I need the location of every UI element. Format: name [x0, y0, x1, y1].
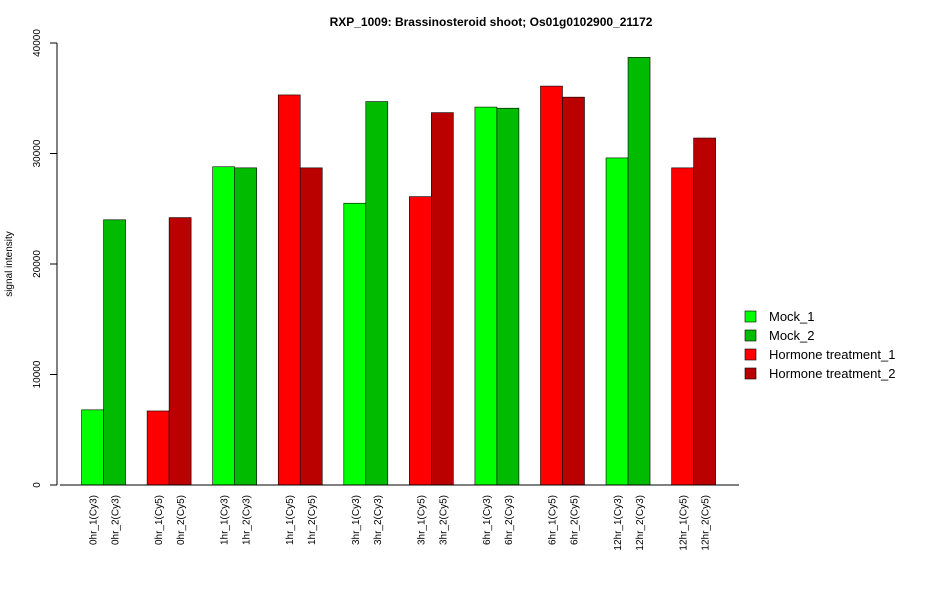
y-tick-label: 40000: [32, 29, 43, 57]
x-tick-label: 12hr_1(Cy3): [613, 495, 624, 551]
y-tick-label: 10000: [32, 360, 43, 388]
legend-label: Mock_1: [769, 309, 815, 324]
x-tick-label: 0hr_2(Cy3): [111, 495, 122, 545]
bar: [693, 137, 716, 486]
x-tick-label: 6hr_2(Cy5): [569, 495, 580, 545]
x-tick-label: 0hr_2(Cy5): [176, 495, 187, 545]
bar: [540, 85, 563, 486]
bar: [299, 167, 323, 486]
x-tick-label: 12hr_2(Cy3): [635, 495, 646, 551]
legend-label: Mock_2: [769, 328, 815, 343]
legend-swatch: [744, 329, 757, 342]
x-tick-label: 12hr_1(Cy5): [679, 495, 690, 551]
chart-title: RXP_1009: Brassinosteroid shoot; Os01g01…: [330, 15, 653, 29]
bar: [234, 167, 257, 486]
bar: [343, 202, 367, 486]
x-tick-label: 6hr_2(Cy3): [504, 495, 515, 545]
x-tick-label: 0hr_1(Cy5): [154, 495, 165, 545]
x-tick-label: 12hr_2(Cy5): [701, 495, 712, 551]
bar: [605, 157, 629, 486]
x-tick-label: 6hr_1(Cy5): [547, 495, 558, 545]
legend-label: Hormone treatment_1: [769, 347, 895, 362]
bar: [277, 94, 301, 486]
bar: [168, 217, 192, 486]
x-tick-label: 3hr_2(Cy5): [438, 495, 449, 545]
x-axis-tick-labels: 0hr_1(Cy3) 0hr_2(Cy3) 0hr_1(Cy5) 0hr_2(Cy5)…: [89, 495, 712, 551]
y-axis-label: signal intensity: [4, 231, 15, 297]
x-tick-label: 1hr_2(Cy3): [242, 495, 253, 545]
legend-swatch: [744, 348, 757, 361]
bar: [671, 167, 694, 486]
bar: [365, 101, 389, 486]
legend: Mock_1 Mock_2 Hormone treatment_1 Hormone t…: [744, 309, 895, 381]
x-tick-label: 1hr_1(Cy3): [220, 495, 231, 545]
bar: [146, 410, 170, 486]
x-tick-label: 1hr_2(Cy5): [307, 495, 318, 545]
bar: [474, 106, 498, 486]
bar: [212, 166, 235, 486]
x-tick-label: 3hr_1(Cy3): [351, 495, 362, 545]
bar: [81, 409, 104, 486]
y-tick-label: 30000: [32, 139, 43, 167]
bar: [627, 57, 651, 486]
legend-swatch: [744, 310, 757, 323]
y-tick-label: 0: [32, 482, 43, 488]
x-tick-label: 1hr_1(Cy5): [285, 495, 296, 545]
y-axis: 0 10000 20000 30000 40000: [32, 29, 58, 488]
x-tick-label: 3hr_2(Cy3): [373, 495, 384, 545]
bar: [409, 196, 432, 486]
y-tick-label: 20000: [32, 250, 43, 278]
bars-group: [81, 57, 716, 486]
x-tick-label: 6hr_1(Cy3): [482, 495, 493, 545]
legend-label: Hormone treatment_2: [769, 366, 895, 381]
legend-swatch: [744, 367, 757, 380]
x-tick-label: 0hr_1(Cy3): [89, 495, 100, 545]
bar: [496, 107, 520, 486]
x-tick-label: 3hr_1(Cy5): [416, 495, 427, 545]
bar: [562, 96, 585, 486]
bar: [103, 219, 126, 486]
bar: [431, 112, 454, 486]
